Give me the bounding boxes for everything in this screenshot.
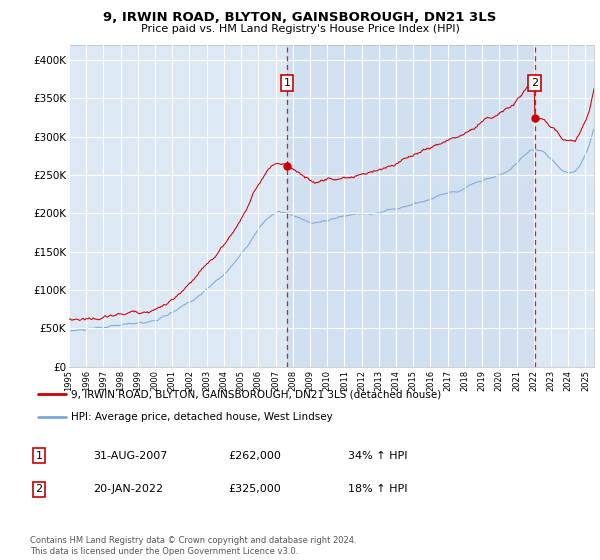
Text: 9, IRWIN ROAD, BLYTON, GAINSBOROUGH, DN21 3LS (detached house): 9, IRWIN ROAD, BLYTON, GAINSBOROUGH, DN2… [71,389,442,399]
Text: 9, IRWIN ROAD, BLYTON, GAINSBOROUGH, DN21 3LS: 9, IRWIN ROAD, BLYTON, GAINSBOROUGH, DN2… [103,11,497,24]
Text: £325,000: £325,000 [228,484,281,494]
Text: 1: 1 [284,78,290,88]
Text: 31-AUG-2007: 31-AUG-2007 [93,451,167,461]
Bar [287,45,535,367]
Text: £262,000: £262,000 [228,451,281,461]
Text: HPI: Average price, detached house, West Lindsey: HPI: Average price, detached house, West… [71,412,333,422]
Text: 18% ↑ HPI: 18% ↑ HPI [348,484,407,494]
Text: 1: 1 [35,451,43,461]
Text: Price paid vs. HM Land Registry's House Price Index (HPI): Price paid vs. HM Land Registry's House … [140,24,460,34]
Text: Contains HM Land Registry data © Crown copyright and database right 2024.
This d: Contains HM Land Registry data © Crown c… [30,536,356,556]
Text: 34% ↑ HPI: 34% ↑ HPI [348,451,407,461]
Text: 2: 2 [35,484,43,494]
Text: 2: 2 [531,78,538,88]
Text: 20-JAN-2022: 20-JAN-2022 [93,484,163,494]
